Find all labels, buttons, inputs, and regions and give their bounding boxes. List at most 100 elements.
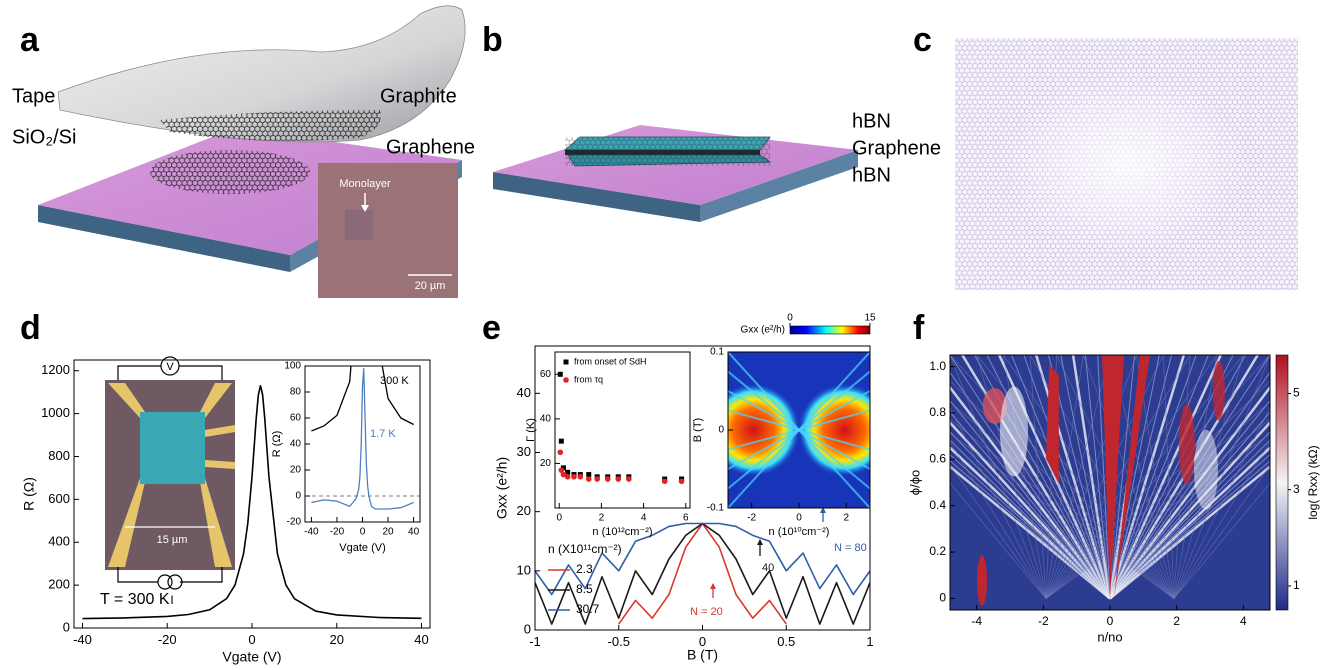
x-tick-label: 2 xyxy=(1173,614,1180,628)
y-axis-label: Gxx (e²/h) xyxy=(494,457,510,519)
y-axis-label: R (Ω) xyxy=(271,431,283,458)
panel-label: e xyxy=(482,309,501,347)
legend-label: from τq xyxy=(574,374,603,384)
x-axis-label: Vgate (V) xyxy=(222,649,281,665)
arrow-head xyxy=(710,583,716,589)
y-tick-label: 80 xyxy=(290,387,302,398)
label: hBN xyxy=(852,164,891,186)
y-tick-label: 10 xyxy=(517,562,531,577)
x-tick-label: 2 xyxy=(844,513,850,524)
x-tick-label: 20 xyxy=(382,527,394,538)
annotation: T = 300 K xyxy=(100,591,170,608)
y-tick-label: 0.1 xyxy=(710,347,724,358)
colorbar-tick-label: 3 xyxy=(1293,482,1300,496)
white-region xyxy=(1194,430,1218,510)
x-tick-label: -20 xyxy=(158,632,177,647)
y-tick-label: 1200 xyxy=(41,362,70,377)
scale-label: 20 µm xyxy=(415,280,446,292)
y-tick-label: 60 xyxy=(290,413,302,424)
x-tick-label: -0.5 xyxy=(608,634,630,649)
y-tick-label: 60 xyxy=(540,369,552,380)
point xyxy=(586,476,592,482)
point xyxy=(557,449,563,455)
legend-label: from onset of SdH xyxy=(574,356,647,366)
y-tick-label: 0 xyxy=(718,425,724,436)
point xyxy=(626,476,632,482)
x-tick-label: 40 xyxy=(408,527,420,538)
monolayer-flake xyxy=(345,210,373,240)
panel-label: a xyxy=(20,21,40,59)
colorbar-tick-label: 5 xyxy=(1293,386,1300,400)
y-tick-label: 0 xyxy=(295,491,301,502)
label: V xyxy=(166,361,174,373)
x-tick-label: -40 xyxy=(73,632,92,647)
label: Graphene xyxy=(386,136,475,158)
annotation: N = 20 xyxy=(690,606,723,618)
legend-label: 2.3 xyxy=(576,562,593,576)
x-tick-label: -2 xyxy=(747,513,756,524)
y-tick-label: 600 xyxy=(48,491,70,506)
colorbar xyxy=(790,326,870,334)
x-tick-label: 2 xyxy=(599,513,605,524)
label: Tape xyxy=(12,85,55,107)
legend-label: 30.7 xyxy=(576,602,600,616)
x-tick-label: 0.5 xyxy=(777,634,795,649)
legend-title: n (X10¹¹cm⁻²) xyxy=(548,542,622,556)
y-tick-label: 20 xyxy=(290,465,302,476)
red-region xyxy=(977,556,987,606)
graphene-channel xyxy=(140,412,205,484)
y-tick-label: 100 xyxy=(284,361,301,372)
panel-label: b xyxy=(482,21,503,59)
y-tick-label: 200 xyxy=(48,577,70,592)
series-label: 1.7 K xyxy=(370,428,396,440)
label: Graphene xyxy=(852,137,941,159)
red-region xyxy=(1179,404,1195,484)
x-axis-label: Vgate (V) xyxy=(339,542,385,554)
heatmap-lobe xyxy=(798,383,892,477)
colorbar-label: Gxx (e²/h) xyxy=(741,325,785,336)
y-tick-label: -0.1 xyxy=(707,503,725,514)
point xyxy=(578,474,584,480)
y-tick-label: 0.4 xyxy=(929,498,946,512)
panel-a-illustration: Tape Graphite SiO₂/Si Graphene Monolayer… xyxy=(12,6,475,298)
point xyxy=(615,476,621,482)
y-axis-label: ϕ/ϕo xyxy=(907,470,922,495)
y-axis-label: Γ (K) xyxy=(525,418,537,442)
y-tick-label: 0 xyxy=(939,591,946,605)
x-tick-label: 0 xyxy=(556,513,562,524)
x-tick-label: 40 xyxy=(414,632,428,647)
graphene-flake xyxy=(150,150,310,194)
x-tick-label: -40 xyxy=(304,527,319,538)
label: Monolayer xyxy=(339,178,391,190)
y-tick-label: 0.8 xyxy=(929,405,946,419)
y-tick-label: 20 xyxy=(540,458,552,469)
x-axis-label: n (10¹⁰cm⁻²) xyxy=(769,526,830,538)
x-tick-label: -4 xyxy=(971,614,982,628)
x-tick-label: 0 xyxy=(248,632,255,647)
label: hBN xyxy=(852,110,891,132)
legend-swatch xyxy=(564,360,569,365)
plot xyxy=(815,355,1325,610)
x-tick-label: 4 xyxy=(1240,614,1247,628)
point xyxy=(565,474,571,480)
panel-label: f xyxy=(913,309,925,347)
colorbar-tick-label: 1 xyxy=(1293,578,1300,592)
colorbar-tick-label: 15 xyxy=(864,313,876,324)
y-axis-label: R (Ω) xyxy=(21,477,37,511)
y-tick-label: 400 xyxy=(48,534,70,549)
y-axis-label: B (T) xyxy=(692,418,704,442)
x-tick-label: 4 xyxy=(641,513,647,524)
annotation: 40 xyxy=(762,562,774,574)
y-tick-label: 0 xyxy=(524,621,531,636)
arrow-head xyxy=(757,539,763,545)
panel-label: c xyxy=(913,21,932,59)
y-tick-label: 40 xyxy=(290,439,302,450)
x-tick-label: 0 xyxy=(796,513,802,524)
y-tick-label: 0.2 xyxy=(929,544,946,558)
colorbar-tick-label: 0 xyxy=(787,313,793,324)
panel-label: d xyxy=(20,309,41,347)
panel-b-illustration: hBN Graphene hBN xyxy=(493,110,941,222)
point xyxy=(594,476,600,482)
